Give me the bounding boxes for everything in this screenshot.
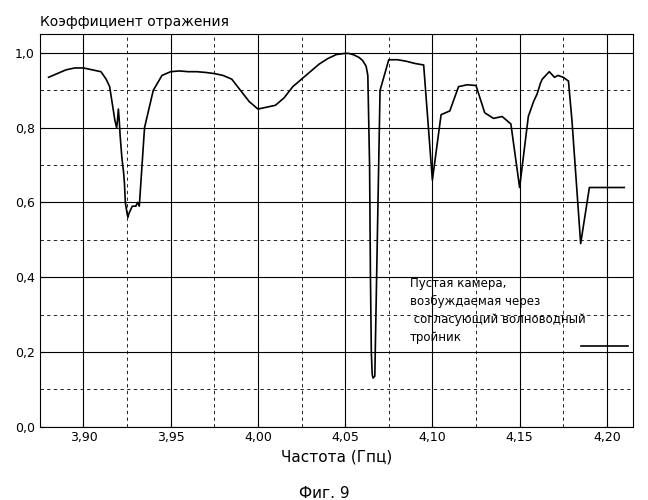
- Text: Фиг. 9: Фиг. 9: [299, 486, 349, 500]
- Text: Коэффициент отражения: Коэффициент отражения: [40, 15, 229, 29]
- X-axis label: Частота (Гпц): Частота (Гпц): [281, 450, 392, 465]
- Text: Пустая камера,
возбуждаемая через
 согласующий волноводный
тройник: Пустая камера, возбуждаемая через соглас…: [410, 277, 585, 344]
